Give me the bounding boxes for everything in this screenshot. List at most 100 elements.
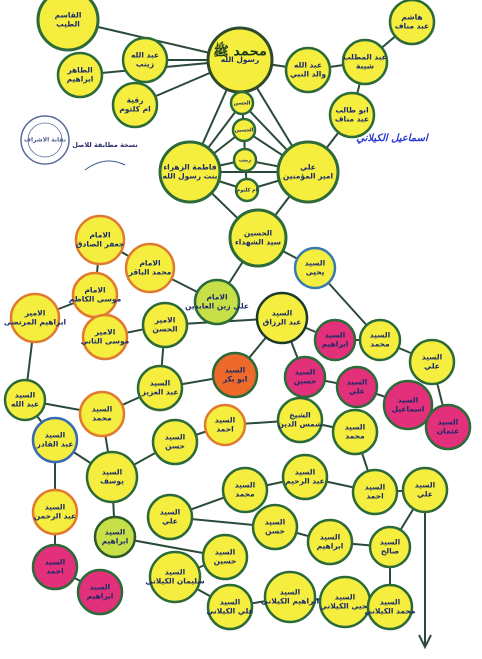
person-name: السيد [295, 468, 315, 477]
person-name: احمد [366, 492, 383, 501]
stamp-text: نقابة الاشراف [24, 137, 66, 144]
person-name: السيد [90, 583, 110, 592]
person-node [3, 378, 47, 422]
person-node [81, 313, 129, 361]
person-name: الامير [94, 328, 116, 337]
stamp [20, 115, 70, 165]
person-name: السيد [160, 508, 180, 517]
person-name: امير المؤمنين [283, 172, 333, 181]
person-name: السيد [370, 331, 390, 340]
person-node [93, 515, 137, 559]
person-name: حسين [294, 377, 317, 386]
person-node [78, 390, 126, 438]
person-node [74, 214, 126, 266]
person-name: ابو بكر [222, 375, 248, 384]
person-node [284, 46, 332, 94]
person-node [158, 140, 222, 204]
person-name: السيد [415, 481, 435, 490]
person-node [228, 208, 288, 268]
person-name: السيد [45, 503, 65, 512]
person-name: ابراهيم [317, 542, 344, 551]
person-name: القاسم [55, 11, 82, 20]
person-name: السيد [102, 468, 122, 477]
person-name: الطيب [56, 20, 80, 29]
person-name: احمد [46, 567, 63, 576]
person-node [229, 90, 255, 116]
person-name: يحيى الكيلاني [320, 602, 371, 611]
person-name: السيد [235, 481, 255, 490]
person-node [234, 177, 260, 203]
person-node [306, 518, 354, 566]
person-node [31, 416, 79, 464]
person-name: عبد العزيز [141, 388, 179, 397]
person-node [328, 91, 376, 139]
person-node [9, 292, 61, 344]
person-node [313, 318, 357, 362]
person-node [351, 468, 399, 516]
person-name: الحسين [244, 229, 272, 238]
person-name: السيد [347, 378, 367, 387]
person-name: رسول الله [221, 55, 260, 64]
person-node [331, 408, 379, 456]
person-node [85, 450, 139, 504]
person-name: الحسين [235, 128, 254, 134]
person-name: عبد الرزاق [263, 318, 302, 327]
person-name: الامير [24, 309, 46, 318]
person-name: الطاهر [66, 66, 92, 75]
person-name: موسى الثاني [81, 337, 130, 346]
person-name: ام كلثوم [237, 188, 258, 194]
person-name: عبد المطلب [343, 53, 387, 62]
person-name: علي زين العابدين [185, 302, 249, 311]
person-name: السيد [165, 568, 185, 577]
scribble [84, 160, 126, 171]
person-name: السيد [45, 558, 65, 567]
person-node [358, 318, 402, 362]
person-name: زينب [239, 158, 251, 164]
person-name: السيد [398, 396, 418, 405]
person-name: الحسن [234, 101, 251, 107]
person-node [206, 583, 254, 631]
person-name: عبد الله [294, 61, 322, 70]
person-name: السيد [335, 593, 355, 602]
person-node [368, 525, 412, 569]
person-node [31, 488, 79, 536]
person-name: عبد الرحيم [285, 477, 325, 486]
person-node [136, 364, 184, 412]
person-node [232, 147, 258, 173]
stamp-inner [27, 122, 63, 158]
person-node [56, 51, 104, 99]
person-node [111, 81, 159, 129]
person-name: يوسف [100, 477, 124, 486]
person-name: السيد [45, 431, 65, 440]
person-node [382, 379, 434, 431]
person-node [276, 396, 324, 444]
person-name: عبد الله [11, 400, 39, 409]
person-name: السيد [305, 259, 325, 268]
person-name: السيد [215, 416, 235, 425]
person-name: الامام [139, 259, 160, 268]
person-node [255, 291, 309, 345]
person-name: رقية [127, 96, 144, 105]
person-node [121, 36, 169, 84]
person-node [124, 242, 176, 294]
person-name: السيد [380, 538, 400, 547]
person-name: الحسن [152, 325, 177, 334]
person-name: السيد [15, 391, 35, 400]
person-name: زينب [136, 60, 154, 69]
person-name: السيد [165, 433, 185, 442]
person-name: السيد [225, 366, 245, 375]
person-name: شمس الدين [278, 420, 323, 429]
person-name: احمد [216, 425, 233, 434]
person-name: ابراهيم المرتضى [4, 318, 66, 327]
person-name: ابراهيم [322, 340, 349, 349]
person-name: ابراهيم الكيلاني [261, 597, 319, 606]
person-name: السيد [280, 588, 300, 597]
person-name: ابو طالب [335, 106, 368, 115]
person-name: عبد الرحمن [34, 512, 76, 521]
person-name: السيد [345, 423, 365, 432]
person-name: السيد [365, 483, 385, 492]
person-name: علي [300, 163, 316, 172]
person-name: محمد [370, 340, 390, 349]
person-name: عبد مناف [395, 22, 429, 31]
person-name: الامام [84, 286, 105, 295]
